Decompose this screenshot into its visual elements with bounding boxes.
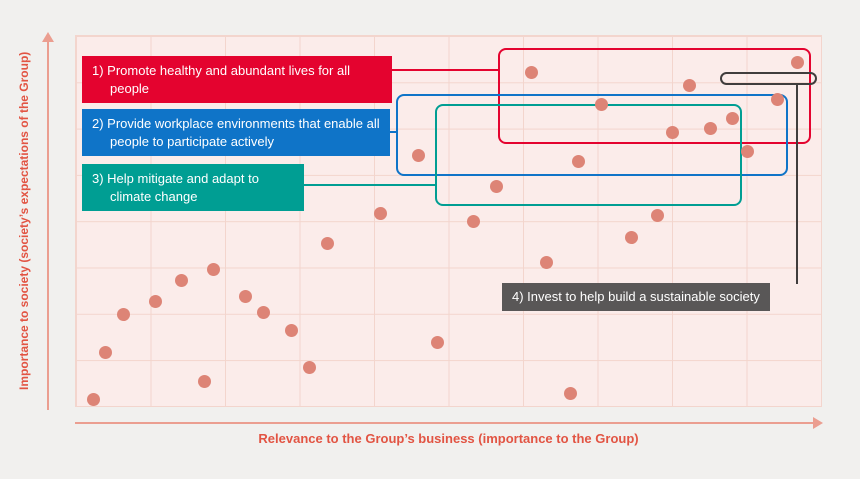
data-point: [624, 230, 638, 244]
y-axis-label: Importance to society (society’s expecta…: [17, 51, 31, 391]
data-point: [174, 273, 188, 287]
data-point: [571, 155, 585, 169]
data-point: [466, 215, 480, 229]
data-point: [302, 360, 316, 374]
data-point: [412, 149, 426, 163]
data-point: [725, 112, 739, 126]
region-outline-3: [435, 104, 742, 207]
legend-label-2: 2) Provide workplace environments that e…: [92, 116, 380, 149]
data-point: [284, 323, 298, 337]
data-point: [650, 209, 664, 223]
legend-box-2: 2) Provide workplace environments that e…: [82, 109, 390, 157]
data-point: [117, 307, 131, 321]
data-point: [86, 392, 100, 406]
region-outline-1: [497, 48, 812, 145]
data-point: [98, 346, 112, 360]
data-point: [320, 236, 334, 250]
connector-line-1: [385, 69, 498, 71]
y-axis-line: [47, 40, 49, 410]
connector-line-2: [388, 131, 398, 133]
legend-box-1: 1) Promote healthy and abundant lives fo…: [82, 56, 392, 104]
legend-label-1: 1) Promote healthy and abundant lives fo…: [92, 63, 350, 96]
legend-box-4: 4) Invest to help build a sustainable so…: [502, 283, 770, 311]
x-axis-label: Relevance to the Group’s business (impor…: [258, 431, 639, 446]
data-point: [704, 121, 718, 135]
data-point: [374, 206, 388, 220]
data-point: [524, 65, 538, 79]
connector-line-4: [796, 84, 798, 284]
data-point: [666, 125, 680, 139]
x-axis-arrowhead-icon: [813, 417, 823, 429]
data-point: [206, 262, 220, 276]
legend-label-4: 4) Invest to help build a sustainable so…: [512, 289, 760, 304]
region-outline-4: [719, 72, 818, 85]
data-point: [239, 290, 253, 304]
x-axis-line: [75, 422, 815, 424]
region-outline-2: [396, 93, 789, 177]
legend-box-3: 3) Help mitigate and adapt to climate ch…: [82, 164, 304, 212]
data-point: [564, 386, 578, 400]
data-point: [682, 79, 696, 93]
data-point: [149, 294, 163, 308]
y-axis-arrowhead-icon: [42, 32, 54, 42]
data-point: [256, 305, 270, 319]
data-point: [594, 98, 608, 112]
data-point: [197, 375, 211, 389]
connector-line-3: [302, 184, 435, 186]
legend-label-3: 3) Help mitigate and adapt to climate ch…: [92, 171, 259, 204]
data-point: [539, 255, 553, 269]
data-point: [791, 56, 805, 70]
data-point: [489, 180, 503, 194]
data-point: [740, 144, 754, 158]
data-point: [430, 335, 444, 349]
data-point: [771, 93, 785, 107]
